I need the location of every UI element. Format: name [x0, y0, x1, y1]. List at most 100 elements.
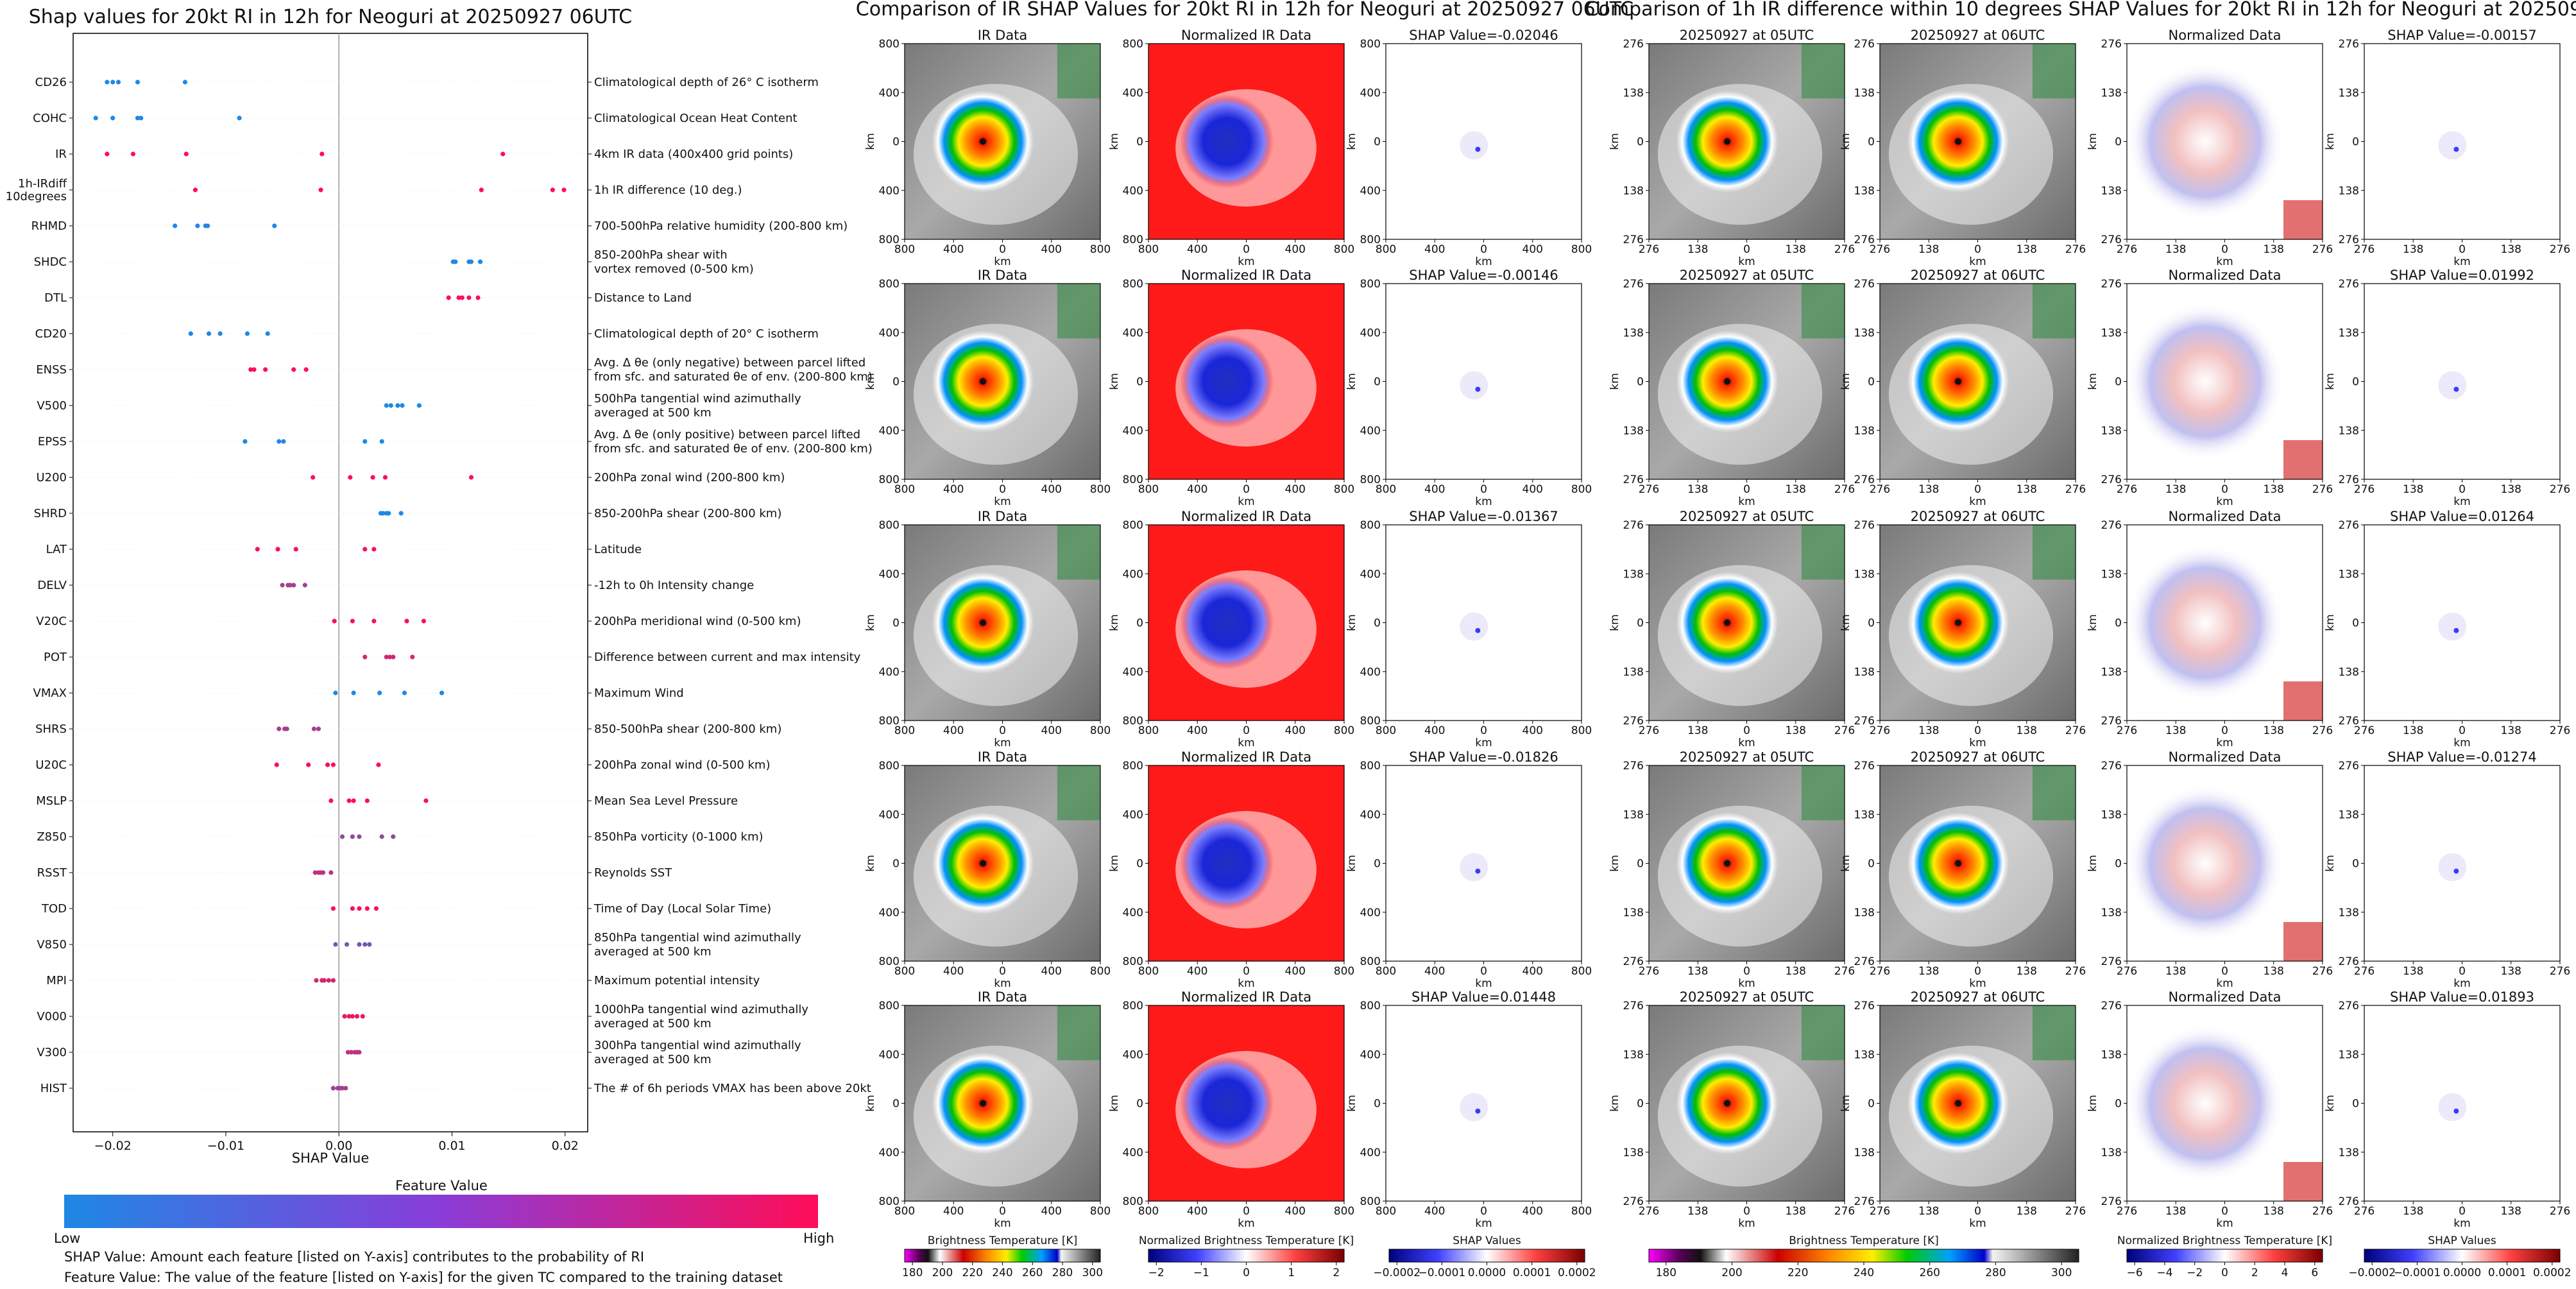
shap-point — [173, 223, 178, 228]
feature-description: Reynolds SST — [594, 866, 672, 880]
image-panel: Normalized IR Data8008004004000040040080… — [1108, 268, 1354, 508]
shap-point — [274, 762, 279, 767]
colorbar: SHAP Values −0.0002−0.0001 0.0000 0.0001 0.0… — [1373, 1234, 1596, 1279]
panel-y-tick-label: 0 — [2115, 136, 2122, 149]
shap-point — [277, 726, 282, 731]
feature-description: 850-500hPa shear (200-800 km) — [594, 722, 781, 736]
panel-y-tick-label: 276 — [2339, 519, 2359, 532]
panel-x-tick-label: 0 — [2459, 243, 2466, 256]
shap-blob — [1460, 1093, 1488, 1122]
panel-y-tick-label: 138 — [1623, 185, 1644, 198]
image-panel: SHAP Value=-0.01367800800400400004004008… — [1345, 509, 1592, 749]
panel-y-tick-label: 276 — [1854, 519, 1875, 532]
panel-x-unit: km — [2453, 977, 2470, 990]
shap-point — [263, 367, 268, 372]
shap-point — [105, 80, 110, 85]
shap-point — [183, 151, 189, 157]
panel-x-tick-label: 276 — [1870, 965, 1890, 978]
image-panel: Normalized Data2762761381380013813827627… — [2086, 28, 2333, 268]
panel-x-unit: km — [1969, 495, 1986, 508]
shap-point — [277, 439, 282, 444]
panel-y-tick-label: 276 — [1854, 38, 1875, 51]
panel-y-tick-label: 276 — [1854, 1000, 1875, 1012]
shap-point — [205, 223, 210, 228]
shap-point — [330, 978, 336, 983]
panel-x-tick-label: 0 — [1243, 1205, 1250, 1218]
panel-x-tick-label: 138 — [2501, 243, 2521, 256]
panel-y-tick-label: 276 — [2101, 955, 2122, 968]
panel-x-tick-label: 400 — [1187, 1205, 1207, 1218]
panel-x-tick-label: 276 — [1639, 1205, 1659, 1218]
feature-description: 850-200hPa shear with vortex removed (0-5… — [594, 248, 754, 276]
feature-description: Mean Sea Level Pressure — [594, 794, 738, 808]
panel-x-tick-label: 400 — [1523, 243, 1543, 256]
panel-x-tick-label: 0 — [1743, 724, 1750, 737]
panel-y-tick-label: 0 — [1136, 858, 1143, 871]
shap-point — [402, 690, 407, 696]
panel-x-tick-label: 400 — [1523, 1205, 1543, 1218]
panel-x-tick-label: 0 — [1480, 243, 1487, 256]
panel-y-tick-label: 138 — [1854, 666, 1875, 679]
image-panel: Normalized Data2762761381380013813827627… — [2086, 749, 2333, 990]
colorbar-gradient — [2364, 1249, 2561, 1263]
shap-point — [330, 762, 336, 767]
feature-label: LAT — [46, 543, 67, 556]
panel-y-tick-label: 0 — [1136, 1098, 1143, 1111]
colorbar-tick-label: 260 — [1920, 1267, 1940, 1279]
colorbar-tick-label: −0.0002 — [1373, 1267, 1420, 1279]
panel-x-tick-label: 276 — [2550, 1205, 2570, 1218]
shap-point — [345, 1050, 350, 1055]
shap-point — [395, 403, 400, 408]
shap-point — [244, 331, 250, 336]
panel-y-tick-label: 400 — [1123, 425, 1143, 438]
panel-title: SHAP Value=-0.01826 — [1409, 749, 1558, 765]
feature-label: POT — [44, 651, 67, 664]
feature-label: V20C — [36, 615, 67, 628]
panel-x-unit: km — [1969, 1217, 1986, 1230]
panel-y-tick-label: 138 — [2339, 327, 2359, 339]
shap-point — [320, 151, 325, 157]
colorbar-tick-label: 0.0001 — [1513, 1267, 1551, 1279]
panel-x-tick-label: 0 — [2221, 483, 2228, 496]
panel-y-tick-label: 276 — [1623, 474, 1644, 486]
panel-x-tick-label: 138 — [2165, 965, 2186, 978]
feature-label: V500 — [37, 399, 67, 413]
cloud-band — [1057, 765, 1100, 821]
panel-y-tick-label: 138 — [2339, 87, 2359, 99]
panel-x-tick-label: 800 — [1090, 483, 1111, 496]
panel-x-tick-label: 138 — [2403, 1205, 2423, 1218]
shap-x-axis: CD26 Climatological depth of 26° C isothe… — [6, 76, 873, 1153]
panel-x-tick-label: 276 — [2550, 483, 2570, 496]
diff-corner — [2283, 200, 2323, 239]
panel-x-tick-label: 0 — [2221, 724, 2228, 737]
panel-title: SHAP Value=0.01264 — [2390, 509, 2534, 524]
panel-title: 20250927 at 05UTC — [1680, 509, 1814, 524]
panel-x-tick-label: 276 — [2065, 965, 2086, 978]
panel-x-tick-label: 276 — [1834, 724, 1855, 737]
feature-label: V300 — [37, 1046, 67, 1059]
panel-y-tick-label: 138 — [2339, 1147, 2359, 1159]
panel-x-tick-label: 400 — [1285, 1205, 1306, 1218]
shap-point — [404, 619, 409, 624]
feature-label: IR — [55, 148, 67, 161]
panel-y-tick-label: 400 — [879, 907, 900, 919]
panel-x-tick-label: 400 — [1424, 1205, 1445, 1218]
storm-eye — [980, 619, 986, 626]
cloud-band — [2032, 525, 2076, 580]
shap-center — [1475, 146, 1481, 152]
colorbars: Brightness Temperature [K]180 200 220 240 26… — [902, 1234, 2572, 1279]
panel-y-tick-label: 276 — [2101, 715, 2122, 728]
panel-y-tick-label: 800 — [879, 955, 900, 968]
shap-point — [500, 151, 506, 157]
shap-point — [475, 295, 481, 300]
feature-label: MSLP — [36, 794, 67, 808]
feature-label: MPI — [46, 974, 67, 987]
shap-center — [2453, 146, 2459, 152]
shap-point — [333, 942, 338, 947]
image-panel: Normalized Data2762761381380013813827627… — [2086, 509, 2333, 749]
feature-description: Climatological depth of 26° C isotherm — [594, 76, 819, 89]
panel-x-tick-label: 138 — [2165, 1205, 2186, 1218]
shap-point — [377, 690, 382, 696]
